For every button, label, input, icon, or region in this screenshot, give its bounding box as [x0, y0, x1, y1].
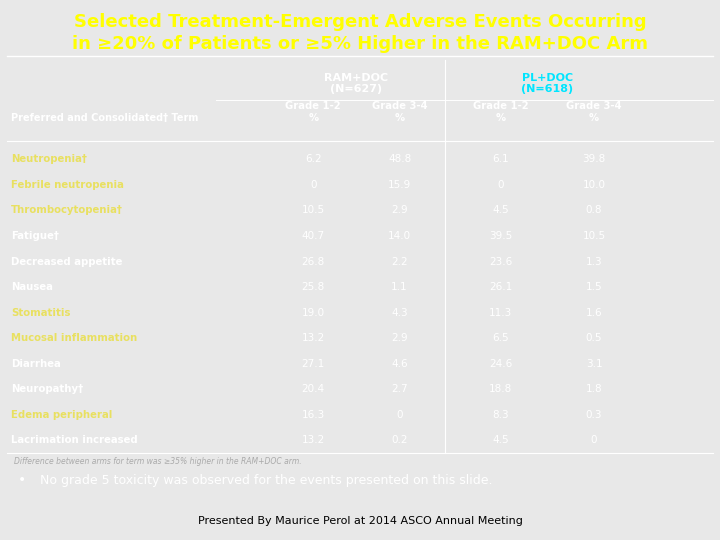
Text: 1.8: 1.8 [585, 384, 603, 394]
Text: 4.6: 4.6 [391, 359, 408, 369]
Text: Neutropenia†: Neutropenia† [11, 154, 86, 164]
Text: 1.6: 1.6 [585, 308, 603, 318]
Text: 15.9: 15.9 [388, 180, 411, 190]
Text: 25.8: 25.8 [302, 282, 325, 292]
Text: 13.2: 13.2 [302, 435, 325, 445]
Text: 23.6: 23.6 [489, 256, 512, 267]
Text: Fatigue†: Fatigue† [11, 231, 58, 241]
Text: 10.5: 10.5 [582, 231, 606, 241]
Text: in ≥20% of Patients or ≥5% Higher in the RAM+DOC Arm: in ≥20% of Patients or ≥5% Higher in the… [72, 35, 648, 53]
Text: 0: 0 [310, 180, 317, 190]
Text: 2.2: 2.2 [391, 256, 408, 267]
Text: 1.5: 1.5 [585, 282, 603, 292]
Text: 10.5: 10.5 [302, 205, 325, 215]
Text: 0.8: 0.8 [586, 205, 602, 215]
Text: 18.8: 18.8 [489, 384, 512, 394]
Text: 24.6: 24.6 [489, 359, 512, 369]
Text: 6.2: 6.2 [305, 154, 322, 164]
Text: 1.1: 1.1 [391, 282, 408, 292]
Text: 0: 0 [396, 410, 403, 420]
Text: 10.0: 10.0 [582, 180, 606, 190]
Text: Selected Treatment-Emergent Adverse Events Occurring: Selected Treatment-Emergent Adverse Even… [73, 12, 647, 31]
Text: PL+DOC
(N=618): PL+DOC (N=618) [521, 73, 573, 94]
Text: 0.2: 0.2 [392, 435, 408, 445]
Text: 8.3: 8.3 [492, 410, 509, 420]
Text: Presented By Maurice Perol at 2014 ASCO Annual Meeting: Presented By Maurice Perol at 2014 ASCO … [197, 516, 523, 526]
Text: 26.1: 26.1 [489, 282, 512, 292]
Text: No grade 5 toxicity was observed for the events presented on this slide.: No grade 5 toxicity was observed for the… [40, 474, 492, 487]
Text: 4.5: 4.5 [492, 205, 509, 215]
Text: 39.8: 39.8 [582, 154, 606, 164]
Text: 6.1: 6.1 [492, 154, 509, 164]
Text: 26.8: 26.8 [302, 256, 325, 267]
Text: RAM+DOC
(N=627): RAM+DOC (N=627) [324, 73, 389, 94]
Text: 14.0: 14.0 [388, 231, 411, 241]
Text: 40.7: 40.7 [302, 231, 325, 241]
Text: 2.9: 2.9 [391, 333, 408, 343]
Text: Preferred and Consolidated† Term: Preferred and Consolidated† Term [11, 113, 198, 123]
Text: Grade 1-2
%: Grade 1-2 % [285, 102, 341, 123]
Text: 1.3: 1.3 [585, 256, 603, 267]
Text: 27.1: 27.1 [302, 359, 325, 369]
Text: Grade 3-4
%: Grade 3-4 % [566, 102, 622, 123]
Text: 4.3: 4.3 [391, 308, 408, 318]
Text: Lacrimation increased: Lacrimation increased [11, 435, 138, 445]
Text: 2.9: 2.9 [391, 205, 408, 215]
Text: 0.3: 0.3 [586, 410, 602, 420]
Text: 0.5: 0.5 [586, 333, 602, 343]
Text: •: • [18, 473, 26, 487]
Text: 11.3: 11.3 [489, 308, 512, 318]
Text: Grade 3-4
%: Grade 3-4 % [372, 102, 428, 123]
Text: 0: 0 [590, 435, 598, 445]
Text: Febrile neutropenia: Febrile neutropenia [11, 180, 124, 190]
Text: 4.5: 4.5 [492, 435, 509, 445]
Text: 13.2: 13.2 [302, 333, 325, 343]
Text: 39.5: 39.5 [489, 231, 512, 241]
Text: 6.5: 6.5 [492, 333, 509, 343]
Text: Decreased appetite: Decreased appetite [11, 256, 122, 267]
Text: 0: 0 [497, 180, 504, 190]
Text: Diarrhea: Diarrhea [11, 359, 60, 369]
Text: 2.7: 2.7 [391, 384, 408, 394]
Text: 48.8: 48.8 [388, 154, 411, 164]
Text: 19.0: 19.0 [302, 308, 325, 318]
Text: Difference between arms for term was ≥35% higher in the RAM+DOC arm.: Difference between arms for term was ≥35… [14, 457, 302, 466]
Text: Neuropathy†: Neuropathy† [11, 384, 83, 394]
Text: Nausea: Nausea [11, 282, 53, 292]
Text: Edema peripheral: Edema peripheral [11, 410, 112, 420]
Text: Stomatitis: Stomatitis [11, 308, 71, 318]
Text: 3.1: 3.1 [585, 359, 603, 369]
Text: Grade 1-2
%: Grade 1-2 % [472, 102, 528, 123]
Text: 20.4: 20.4 [302, 384, 325, 394]
Text: Thrombocytopenia†: Thrombocytopenia† [11, 205, 122, 215]
Text: Mucosal inflammation: Mucosal inflammation [11, 333, 137, 343]
Text: 16.3: 16.3 [302, 410, 325, 420]
